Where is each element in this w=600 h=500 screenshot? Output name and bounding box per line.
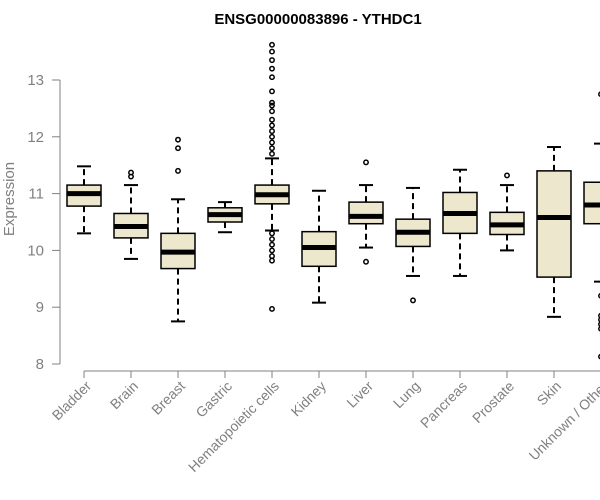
iqr-box <box>536 170 572 278</box>
outlier-point <box>128 169 134 176</box>
x-tick-label: Breast <box>148 378 188 418</box>
outlier-point <box>269 99 275 106</box>
outlier-point <box>598 321 600 328</box>
outlier-point <box>269 236 275 242</box>
outlier-point <box>269 48 275 55</box>
outlier-point <box>598 316 600 323</box>
y-axis-label: Expression <box>1 162 18 236</box>
box-skin <box>536 146 572 318</box>
y-axis: 8 9 10 11 12 13 <box>27 72 61 373</box>
outlier-point <box>269 41 275 48</box>
y-tick-label: 10 <box>27 242 44 259</box>
x-tick-label: Hematopoietic cells <box>185 378 282 475</box>
outlier-point <box>269 88 275 95</box>
y-tick-label: 13 <box>27 72 44 89</box>
outlier-point <box>598 293 600 299</box>
box-kidney <box>301 189 337 304</box>
x-tick-label: Lung <box>390 378 423 411</box>
y-tick-label: 11 <box>28 186 44 203</box>
outlier-point <box>269 150 275 157</box>
x-tick-label: Liver <box>343 378 376 411</box>
box-breast <box>160 136 196 323</box>
outlier-point <box>269 305 275 312</box>
y-tick-label: 9 <box>36 299 44 316</box>
box-lung <box>395 186 431 304</box>
outlier-point <box>175 167 181 174</box>
outlier-point <box>175 145 181 152</box>
x-tick-label: Prostate <box>469 378 517 426</box>
outlier-point <box>269 122 275 129</box>
box-pancreas <box>442 168 478 277</box>
box-prostate <box>489 172 525 252</box>
outlier-point <box>598 326 600 332</box>
box-brain <box>113 169 149 260</box>
outlier-point <box>363 159 369 166</box>
box-bladder <box>66 165 102 235</box>
box-gastric <box>207 201 243 234</box>
outlier-point <box>598 312 600 319</box>
x-tick-label: Gastric <box>192 378 235 421</box>
outlier-point <box>269 139 275 146</box>
outlier-point <box>269 257 275 264</box>
outlier-point <box>175 136 181 143</box>
outlier-point <box>598 353 600 360</box>
box-liver <box>348 159 384 265</box>
outlier-point <box>269 65 275 72</box>
box-unknown-other <box>583 91 600 360</box>
boxes-group <box>66 41 600 360</box>
outlier-point <box>269 116 275 123</box>
chart-title: ENSG00000083896 - YTHDC1 <box>214 11 421 28</box>
outlier-point <box>269 253 275 260</box>
outlier-point <box>269 133 275 140</box>
outlier-point <box>269 230 275 237</box>
outlier-point <box>363 258 369 265</box>
outlier-point <box>269 102 275 109</box>
outlier-point <box>269 108 275 115</box>
outlier-point <box>269 145 275 152</box>
box-hematopoietic-cells <box>254 41 290 312</box>
x-tick-label: Pancreas <box>417 378 470 431</box>
outlier-point <box>410 297 416 304</box>
x-tick-label: Bladder <box>49 378 95 424</box>
y-tick-label: 8 <box>36 356 44 373</box>
outlier-point <box>269 128 275 135</box>
outlier-point <box>269 241 275 248</box>
iqr-box <box>348 201 384 225</box>
outlier-point <box>269 57 275 64</box>
x-tick-label: Skin <box>534 378 565 409</box>
outlier-point <box>269 74 275 81</box>
outlier-point <box>504 172 510 179</box>
y-tick-label: 12 <box>27 129 44 146</box>
outlier-point <box>269 247 275 254</box>
outlier-point <box>598 91 600 97</box>
x-tick-label: Brain <box>107 378 141 412</box>
x-tick-label: Kidney <box>288 378 330 420</box>
